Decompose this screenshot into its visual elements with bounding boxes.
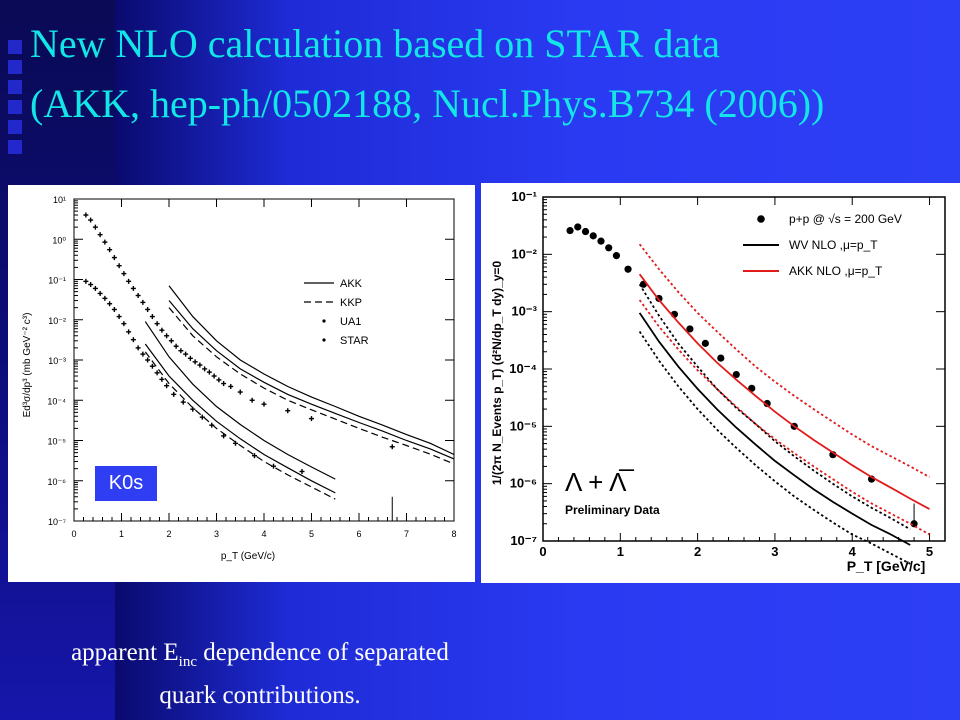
data-point <box>686 325 694 333</box>
series-line <box>168 300 455 460</box>
y-tick-label: 10⁻² <box>511 246 537 261</box>
y-tick-label: 10⁻⁵ <box>510 418 537 433</box>
lambda-chart-panel: 0 1 2 3 4 5 10⁻⁷ 10⁻⁶ 10⁻⁵ 10⁻⁴ 10⁻³ 10⁻² 10⁻¹ P_T [G… <box>481 183 960 583</box>
caption-part-2: dependence of separated <box>196 639 449 666</box>
x-tick-label: 4 <box>849 544 857 559</box>
legend-label: p+p @ √s = 200 GeV <box>789 212 902 226</box>
caption-subscript: inc <box>178 654 197 670</box>
y-tick-label: 10⁻² <box>48 316 66 326</box>
particle-annotation: Λ + Λ̅ <box>565 467 634 497</box>
x-tick-label: 7 <box>404 529 409 539</box>
series-line <box>638 283 911 531</box>
x-tick-label: 0 <box>71 529 76 539</box>
legend-label: KKP <box>340 297 362 309</box>
legend-label: UA1 <box>340 316 361 328</box>
legend-label: AKK NLO ,μ=p_T <box>789 264 883 278</box>
x-tick-label: 0 <box>539 544 546 559</box>
data-point <box>574 223 582 231</box>
x-tick-label: 8 <box>451 529 456 539</box>
data-point <box>612 252 621 260</box>
series-line <box>144 343 336 494</box>
x-axis-label: P_T [GeV/c] <box>847 558 926 574</box>
preliminary-annotation: Preliminary Data <box>565 503 660 517</box>
y-tick-label: 10⁻⁶ <box>510 476 537 491</box>
series-line <box>638 299 930 536</box>
x-tick-label: 2 <box>694 544 701 559</box>
lambda-chart: 0 1 2 3 4 5 10⁻⁷ 10⁻⁶ 10⁻⁵ 10⁻⁴ 10⁻³ 10⁻² 10⁻¹ P_T [G… <box>490 189 946 574</box>
data-point <box>597 237 605 245</box>
slide-title: New NLO calculation based on STAR data (… <box>30 14 824 134</box>
y-tick-label: 10⁻⁷ <box>48 517 66 527</box>
data-point <box>624 265 632 273</box>
x-tick-label: 5 <box>926 544 933 559</box>
caption-part-1: apparent E <box>71 639 179 666</box>
x-axis-label: p_T (GeV/c) <box>221 551 275 562</box>
k0s-chart: 0 1 2 3 4 5 6 7 8 10⁻⁷ 10⁻⁶ 10⁻⁵ 10⁻⁴ 10⁻³ 10⁻² 10⁻¹ 10⁰… <box>22 195 457 562</box>
series-line <box>144 321 336 480</box>
y-tick-label: 10¹ <box>53 195 66 205</box>
y-tick-label: 10⁻⁴ <box>509 361 537 376</box>
series-line <box>638 331 911 565</box>
y-axis-label: Ed³σ/dp³ (mb GeV⁻² c³) <box>22 313 33 418</box>
data-point <box>732 370 740 379</box>
data-point <box>589 232 597 240</box>
y-tick-label: 10⁻⁵ <box>48 437 67 447</box>
y-tick-label: 10⁻³ <box>511 304 537 319</box>
y-tick-label: 10⁻¹ <box>511 189 537 204</box>
data-point <box>717 354 725 362</box>
x-tick-label: 3 <box>214 529 219 539</box>
data-point <box>605 244 613 252</box>
x-tick-label: 1 <box>119 529 124 539</box>
y-tick-label: 10⁻³ <box>48 356 66 366</box>
legend-label: WV NLO ,μ=p_T <box>789 238 878 252</box>
legend-marker <box>322 338 326 342</box>
x-tick-label: 1 <box>617 544 624 559</box>
series-line <box>638 273 930 510</box>
y-tick-label: 10⁰ <box>52 235 66 245</box>
legend-marker <box>322 319 326 323</box>
series-line <box>638 312 911 546</box>
y-tick-label: 10⁻⁴ <box>47 396 66 406</box>
slide-caption: apparent Einc dependence of separated qu… <box>0 636 520 713</box>
x-tick-label: 2 <box>166 529 171 539</box>
k0s-chart-panel: 0 1 2 3 4 5 6 7 8 10⁻⁷ 10⁻⁶ 10⁻⁵ 10⁻⁴ 10⁻³ 10⁻² 10⁻¹ 10⁰… <box>8 185 475 582</box>
y-tick-label: 10⁻¹ <box>48 276 66 286</box>
series-line <box>168 307 455 465</box>
legend-marker-data <box>757 215 765 223</box>
k0s-label-box: K0s <box>95 466 157 501</box>
data-point <box>763 399 771 408</box>
legend-label: AKK <box>340 278 363 290</box>
legend-label: STAR <box>340 335 369 347</box>
x-tick-label: 5 <box>309 529 314 539</box>
title-line-1: New NLO calculation based on STAR data <box>30 21 720 66</box>
data-point <box>581 227 590 236</box>
caption-line-2: quark contributions. <box>159 682 361 709</box>
title-line-2: (AKK, hep-ph/0502188, Nucl.Phys.B734 (20… <box>30 81 825 126</box>
series-line <box>144 351 336 500</box>
y-tick-label: 10⁻⁷ <box>510 533 537 548</box>
series-line <box>638 243 930 478</box>
data-point <box>701 339 709 347</box>
data-point <box>566 226 574 235</box>
y-tick-label: 10⁻⁶ <box>48 477 67 487</box>
series-line <box>168 285 455 456</box>
x-tick-label: 6 <box>356 529 361 539</box>
x-tick-label: 3 <box>771 544 778 559</box>
x-tick-label: 4 <box>261 529 266 539</box>
y-axis-label: 1/(2π N_Events p_T) (d²N/dp_T dy)_y=0 <box>490 261 504 486</box>
decor-squares <box>8 40 28 160</box>
